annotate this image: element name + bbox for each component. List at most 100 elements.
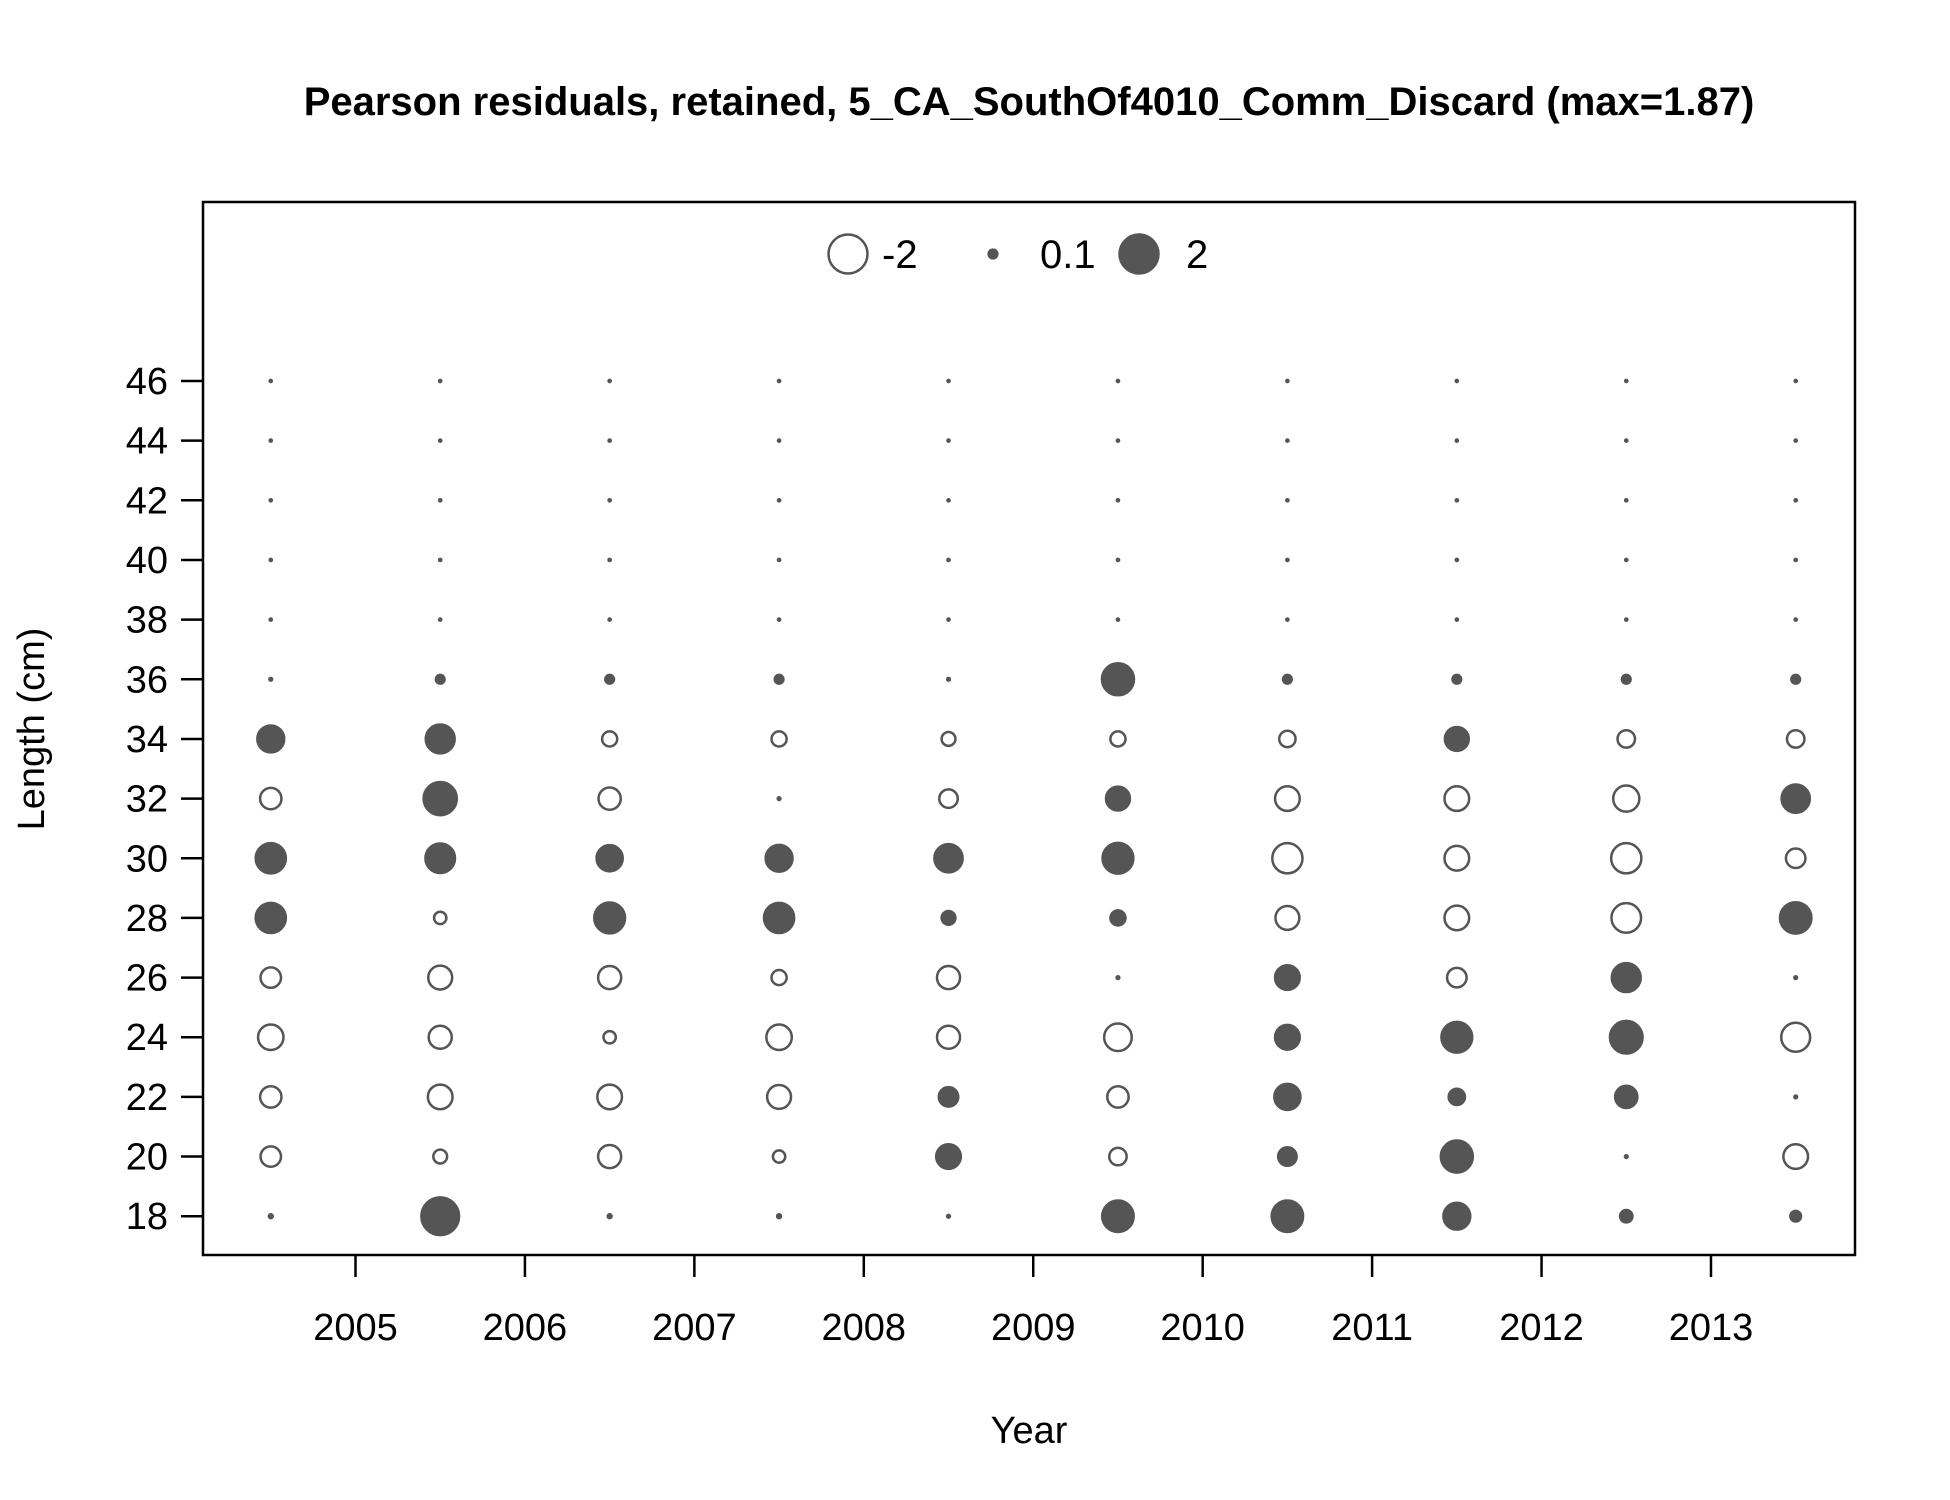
bubble-3-34 xyxy=(770,730,788,748)
bubble-8-18 xyxy=(1618,1208,1634,1224)
bubble-4-26 xyxy=(935,964,962,991)
bubble-2-44 xyxy=(607,438,612,443)
x-tick-label-2006: 2006 xyxy=(483,1307,568,1349)
bubble-2-28 xyxy=(592,901,627,935)
bubble-7-32 xyxy=(1443,785,1471,813)
bubble-1-42 xyxy=(437,497,443,503)
bubble-1-30 xyxy=(424,842,457,875)
bubble-4-38 xyxy=(946,617,951,622)
bubble-2-32 xyxy=(597,786,623,811)
bubble-5-42 xyxy=(1115,497,1121,503)
bubble-0-34 xyxy=(256,724,286,754)
bubble-9-46 xyxy=(1793,378,1799,384)
bubble-6-22 xyxy=(1273,1082,1302,1112)
bubble-0-18 xyxy=(267,1213,274,1220)
bubble-9-42 xyxy=(1793,497,1799,503)
bubble-8-40 xyxy=(1623,557,1629,563)
y-axis-label: Length (cm) xyxy=(11,628,53,831)
bubble-8-42 xyxy=(1623,497,1629,503)
bubble-2-18 xyxy=(606,1213,613,1220)
bubble-1-34 xyxy=(424,723,456,755)
bubble-7-34 xyxy=(1443,725,1471,753)
bubble-7-40 xyxy=(1454,557,1460,563)
bubble-4-18 xyxy=(945,1213,952,1219)
bubble-7-28 xyxy=(1443,904,1471,932)
y-tick-label-30: 30 xyxy=(126,838,168,880)
bubble-1-40 xyxy=(437,557,443,563)
bubble-8-32 xyxy=(1611,784,1641,813)
bubble-0-30 xyxy=(254,841,288,875)
bubble-6-46 xyxy=(1285,378,1290,384)
bubble-2-34 xyxy=(600,730,619,748)
y-tick-label-20: 20 xyxy=(126,1137,168,1179)
bubble-5-28 xyxy=(1109,909,1127,927)
bubble-5-30 xyxy=(1101,841,1135,875)
bubble-7-44 xyxy=(1454,438,1460,443)
legend-label-0: -2 xyxy=(882,233,918,277)
bubble-6-24 xyxy=(1273,1023,1301,1051)
bubble-6-40 xyxy=(1285,557,1290,563)
bubble-6-18 xyxy=(1270,1199,1305,1234)
bubble-6-32 xyxy=(1273,785,1301,813)
bubble-0-28 xyxy=(254,901,288,935)
bubble-0-32 xyxy=(258,786,283,811)
bubble-3-32 xyxy=(776,795,782,802)
bubble-9-22 xyxy=(1793,1094,1799,1100)
bubble-0-44 xyxy=(268,438,274,443)
bubble-3-30 xyxy=(764,843,794,873)
bubble-5-22 xyxy=(1106,1084,1130,1109)
y-tick-label-40: 40 xyxy=(126,540,168,582)
bubble-2-38 xyxy=(607,617,612,622)
bubble-3-26 xyxy=(770,968,788,987)
bubble-4-46 xyxy=(946,378,951,384)
bubble-1-26 xyxy=(427,964,454,991)
bubble-9-38 xyxy=(1793,617,1799,622)
bubble-5-38 xyxy=(1115,617,1121,622)
bubble-3-18 xyxy=(775,1213,783,1220)
bubble-7-46 xyxy=(1454,378,1460,384)
bubble-8-20 xyxy=(1623,1153,1629,1160)
bubble-7-36 xyxy=(1451,673,1463,685)
bubble-0-40 xyxy=(268,557,274,563)
bubble-5-18 xyxy=(1100,1199,1135,1234)
bubble-9-32 xyxy=(1780,783,1812,814)
bubble-3-36 xyxy=(773,673,785,685)
bubble-3-20 xyxy=(771,1149,787,1164)
x-tick-label-2008: 2008 xyxy=(822,1307,907,1349)
bubble-5-20 xyxy=(1107,1146,1128,1167)
bubble-7-26 xyxy=(1445,966,1468,989)
bubble-1-36 xyxy=(434,673,446,685)
bubble-7-22 xyxy=(1447,1087,1467,1107)
bubble-0-22 xyxy=(258,1084,283,1109)
bubble-6-36 xyxy=(1281,673,1294,685)
bubble-6-30 xyxy=(1271,841,1304,875)
bubble-2-26 xyxy=(596,964,623,991)
bubble-6-44 xyxy=(1285,438,1290,443)
bubble-2-36 xyxy=(604,673,616,685)
bubble-2-42 xyxy=(607,497,612,503)
plot-frame xyxy=(201,200,1857,1257)
bubble-9-40 xyxy=(1793,557,1799,563)
bubble-2-46 xyxy=(607,378,612,384)
bubble-4-32 xyxy=(938,788,960,810)
bubble-4-44 xyxy=(946,438,951,443)
bubble-0-36 xyxy=(268,676,274,682)
bubble-0-42 xyxy=(268,497,274,503)
bubble-8-46 xyxy=(1623,378,1629,384)
legend-bubble-1 xyxy=(987,248,999,260)
y-tick-label-26: 26 xyxy=(126,958,168,1000)
x-tick-label-2012: 2012 xyxy=(1499,1307,1584,1349)
bubble-6-26 xyxy=(1273,963,1301,992)
bubble-6-20 xyxy=(1276,1146,1298,1168)
bubble-2-20 xyxy=(596,1143,623,1170)
bubble-9-26 xyxy=(1793,974,1799,981)
x-tick-label-2011: 2011 xyxy=(1331,1307,1413,1349)
bubble-7-24 xyxy=(1440,1020,1474,1054)
bubble-4-42 xyxy=(946,497,951,503)
bubble-3-46 xyxy=(776,378,782,384)
bubble-8-28 xyxy=(1610,901,1643,934)
bubble-5-32 xyxy=(1104,785,1132,812)
legend: -2 0.1 2 xyxy=(827,233,1208,277)
bubble-4-40 xyxy=(946,557,951,563)
bubble-0-46 xyxy=(268,378,274,384)
